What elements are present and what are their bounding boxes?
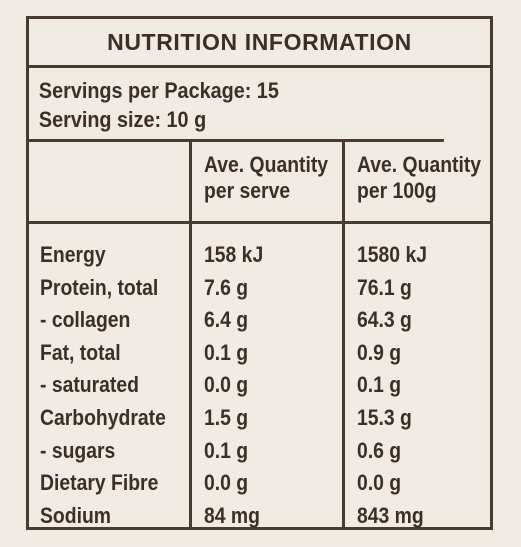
table-row: Fat, total 0.1 g 0.9 g	[29, 337, 490, 370]
nutrient-name: - collagen	[40, 307, 131, 333]
nutrient-name: Fat, total	[40, 339, 121, 365]
per-serve-value: 0.0 g	[204, 470, 249, 496]
nutrient-name: - saturated	[40, 372, 139, 398]
header-per-100g: Ave. Quantity per 100g	[357, 152, 481, 204]
header-per-serve: Ave. Quantity per serve	[204, 152, 328, 204]
header-divider	[29, 221, 490, 224]
per-serve-value: 0.0 g	[204, 372, 249, 398]
table-row: Carbohydrate 1.5 g 15.3 g	[29, 402, 490, 435]
nutrient-name: Sodium	[40, 502, 111, 528]
table-row: Dietary Fibre 0.0 g 0.0 g	[29, 467, 490, 500]
per-serve-value: 1.5 g	[204, 404, 249, 430]
nutrient-name: - sugars	[40, 437, 116, 463]
header-per-100g-line2: per 100g	[357, 178, 437, 203]
per-100g-value: 1580 kJ	[357, 242, 427, 267]
nutrient-name: Dietary Fibre	[40, 470, 159, 496]
serving-size: Serving size: 10 g	[38, 107, 207, 132]
table-row: Energy 158 kJ 1580 kJ	[29, 239, 490, 272]
table-row: Protein, total 7.6 g 76.1 g	[29, 272, 490, 305]
per-100g-value: 76.1 g	[357, 274, 412, 300]
header-per-100g-line1: Ave. Quantity	[357, 152, 482, 177]
per-100g-value: 843 mg	[357, 502, 424, 528]
header-per-serve-line2: per serve	[204, 178, 291, 203]
table-row: - saturated 0.0 g 0.1 g	[29, 369, 490, 402]
serving-info: Servings per Package: 15 Serving size: 1…	[29, 68, 444, 142]
per-100g-value: 0.9 g	[357, 339, 402, 365]
servings-per-package: Servings per Package: 15	[38, 78, 279, 103]
per-100g-value: 15.3 g	[357, 404, 412, 430]
nutrient-name: Carbohydrate	[40, 404, 166, 430]
per-serve-value: 6.4 g	[204, 307, 249, 333]
table-row: - collagen 6.4 g 64.3 g	[29, 304, 490, 337]
nutrient-name: Energy	[40, 242, 106, 267]
column-divider	[342, 142, 345, 527]
per-100g-value: 0.6 g	[357, 437, 402, 463]
per-serve-value: 7.6 g	[204, 274, 249, 300]
table-row: Sodium 84 mg 843 mg	[29, 500, 490, 533]
header-per-serve-line1: Ave. Quantity	[204, 152, 329, 177]
per-serve-value: 0.1 g	[204, 339, 249, 365]
per-100g-value: 0.0 g	[357, 470, 402, 496]
per-100g-value: 0.1 g	[357, 372, 402, 398]
nutrition-table: Ave. Quantity per serve Ave. Quantity pe…	[29, 142, 490, 528]
nutrient-rows: Energy 158 kJ 1580 kJ Protein, total 7.6…	[29, 239, 490, 532]
nutrition-panel: NUTRITION INFORMATION Servings per Packa…	[26, 16, 493, 530]
per-serve-value: 158 kJ	[204, 242, 264, 267]
per-100g-value: 64.3 g	[357, 307, 412, 333]
per-serve-value: 84 mg	[204, 502, 260, 528]
nutrient-name: Protein, total	[40, 274, 159, 300]
panel-title: NUTRITION INFORMATION	[29, 19, 490, 68]
column-divider	[189, 142, 192, 527]
table-row: - sugars 0.1 g 0.6 g	[29, 435, 490, 468]
per-serve-value: 0.1 g	[204, 437, 249, 463]
